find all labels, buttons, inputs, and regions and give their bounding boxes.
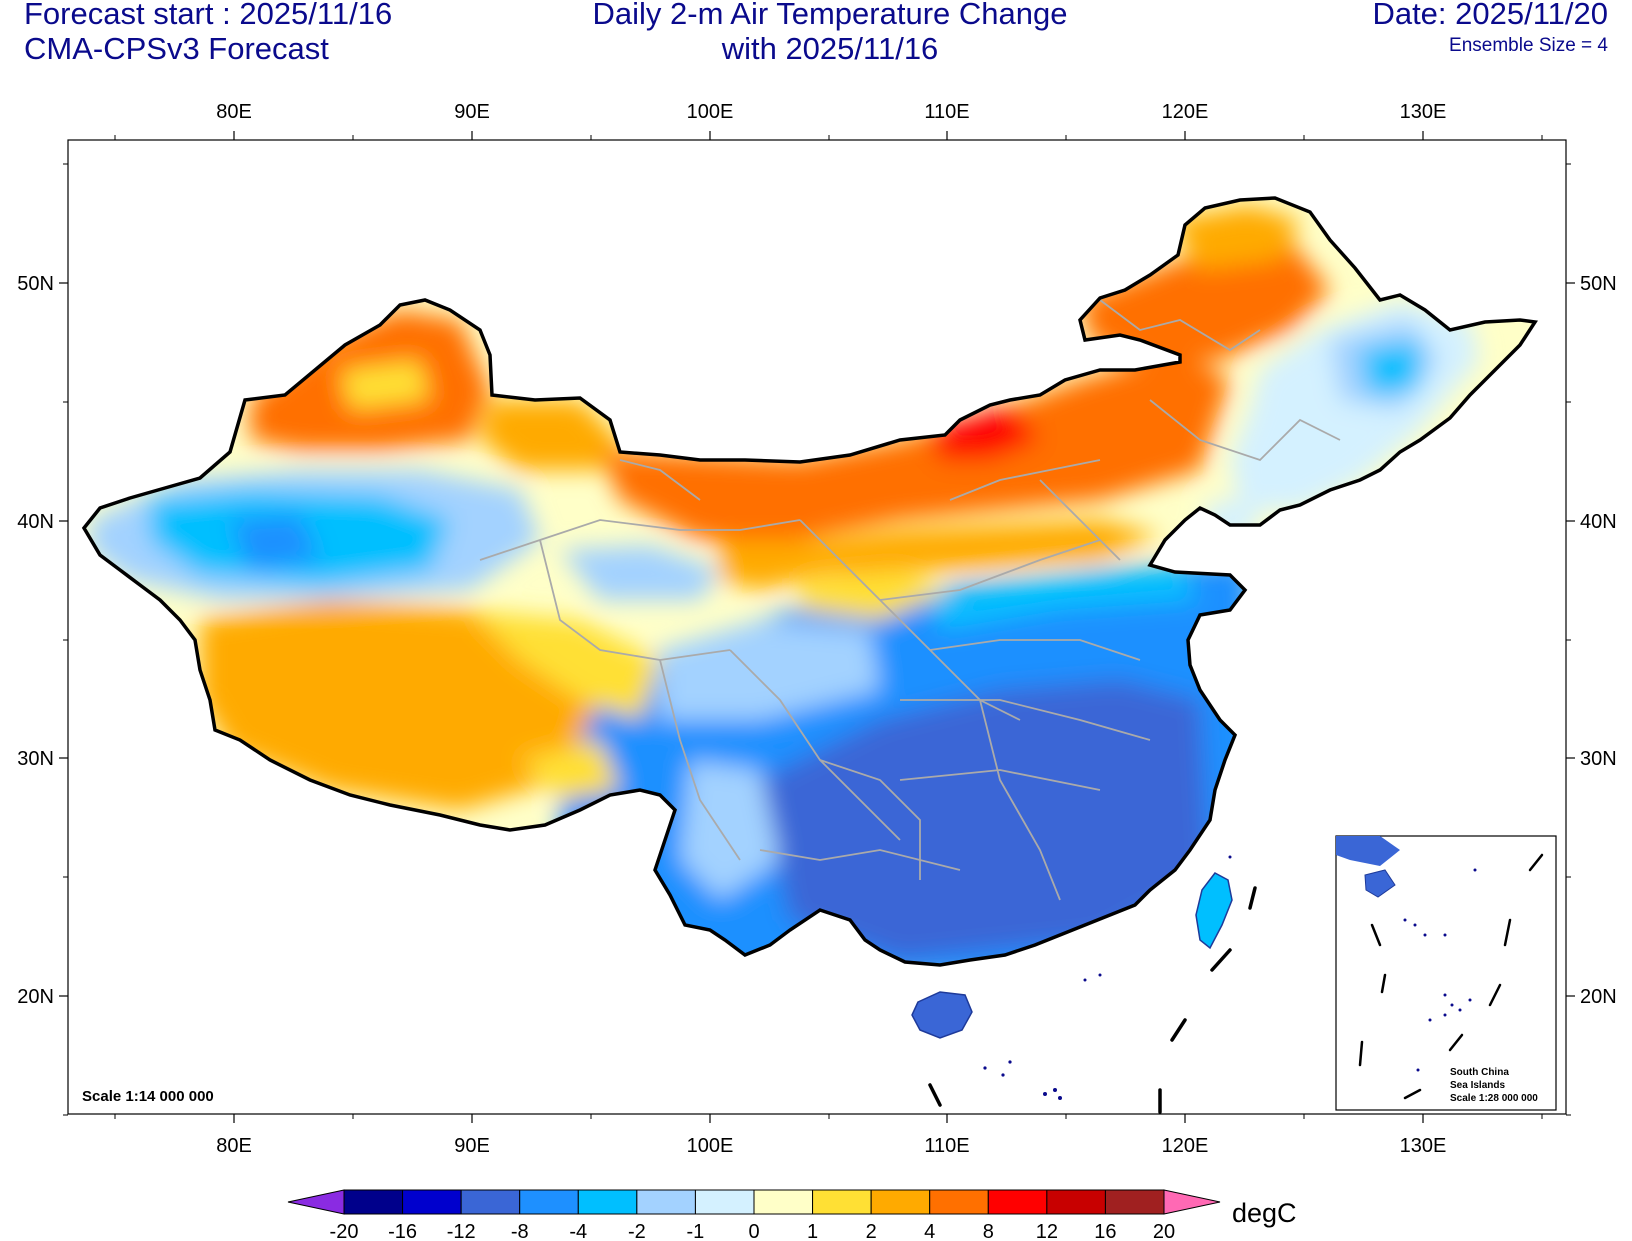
colorbar-label: -4 [569, 1221, 587, 1241]
map-scale-label: Scale 1:14 000 000 [82, 1088, 214, 1105]
lat-label-left: 30N [17, 748, 54, 770]
lat-label-right: 20N [1580, 986, 1617, 1008]
lon-label-top: 80E [216, 101, 252, 123]
colorbar-swatch [987, 1189, 1048, 1215]
colorbar-unit-label: degC [1232, 1198, 1297, 1228]
colorbar-swatch [694, 1189, 755, 1215]
inset-title-line1: South China [1450, 1067, 1509, 1078]
colorbar-label: -20 [330, 1221, 359, 1241]
colorbar-label: -1 [687, 1221, 705, 1241]
lon-label-bottom: 100E [687, 1135, 734, 1157]
lon-label-bottom: 80E [216, 1135, 252, 1157]
lon-label-bottom: 110E [924, 1135, 969, 1157]
inset-map: South China Sea Islands Scale 1:28 000 0… [1335, 835, 1557, 1111]
colorbar-label: 12 [1036, 1221, 1058, 1241]
colorbar-label: -12 [447, 1221, 476, 1241]
nine-dash-line [928, 886, 1257, 1114]
axis-ticks: 80E 80E 90E 90E 100E 100E 110E 110E 120E 120E 130E… [17, 101, 1616, 1157]
model-label: CMA-CPSv3 Forecast [24, 31, 329, 66]
lon-label-top: 100E [687, 101, 734, 123]
province-borders [479, 299, 1341, 901]
lat-label-right: 30N [1580, 748, 1617, 770]
colorbar-label: 20 [1153, 1221, 1175, 1241]
lat-label-right: 50N [1580, 273, 1617, 295]
colorbar-swatch [519, 1189, 579, 1215]
colorbar-label: 16 [1094, 1221, 1116, 1241]
colorbar-swatch [812, 1189, 872, 1215]
colorbar-swatch [1046, 1189, 1106, 1215]
lon-label-bottom: 120E [1162, 1135, 1209, 1157]
colorbar-swatch [1104, 1189, 1165, 1215]
colorbar-swatch [402, 1189, 462, 1215]
colorbar-label: -2 [628, 1221, 646, 1241]
colorbar-swatch [343, 1189, 404, 1215]
colorbar-min-arrow [287, 1189, 345, 1215]
lon-label-top: 120E [1162, 101, 1209, 123]
colorbar-swatch [870, 1189, 931, 1215]
lon-label-top: 90E [454, 101, 490, 123]
colorbar-max-arrow [1163, 1189, 1221, 1215]
colorbar-label: 2 [866, 1221, 877, 1241]
colorbar-swatch [460, 1189, 521, 1215]
inset-scale-label: Scale 1:28 000 000 [1450, 1093, 1538, 1104]
inset-title-line2: Sea Islands [1450, 1080, 1505, 1091]
colorbar-label: 8 [983, 1221, 994, 1241]
lon-label-bottom: 90E [454, 1135, 490, 1157]
hainan-island [911, 991, 973, 1039]
forecast-start-label: Forecast start : 2025/11/16 [24, 0, 393, 31]
lat-label-left: 40N [17, 511, 54, 533]
title-line-1: Daily 2-m Air Temperature Change [592, 0, 1068, 31]
small-islands [983, 855, 1232, 1100]
colorbar: degC -20 -16 -12 -8 -4 -2 -1 0 1 2 4 8 12 16 20 [287, 1189, 1297, 1241]
title-line-2: with 2025/11/16 [721, 31, 939, 66]
lon-label-top: 110E [924, 101, 969, 123]
colorbar-label: -16 [388, 1221, 417, 1241]
lat-label-left: 20N [17, 986, 54, 1008]
lon-label-bottom: 130E [1400, 1135, 1447, 1157]
lat-label-right: 40N [1580, 511, 1617, 533]
colorbar-label: 0 [748, 1221, 759, 1241]
date-label: Date: 2025/11/20 [1372, 0, 1608, 31]
colorbar-label: 4 [924, 1221, 935, 1241]
colorbar-label: 1 [807, 1221, 818, 1241]
ensemble-size-label: Ensemble Size = 4 [1449, 35, 1608, 56]
colorbar-label: -8 [511, 1221, 529, 1241]
colorbar-swatch [753, 1189, 814, 1215]
lat-label-left: 50N [17, 273, 54, 295]
colorbar-swatch [636, 1189, 696, 1215]
lon-label-top: 130E [1400, 101, 1447, 123]
colorbar-swatch [929, 1189, 989, 1215]
colorbar-swatch [577, 1189, 638, 1215]
taiwan-island [1195, 872, 1233, 950]
